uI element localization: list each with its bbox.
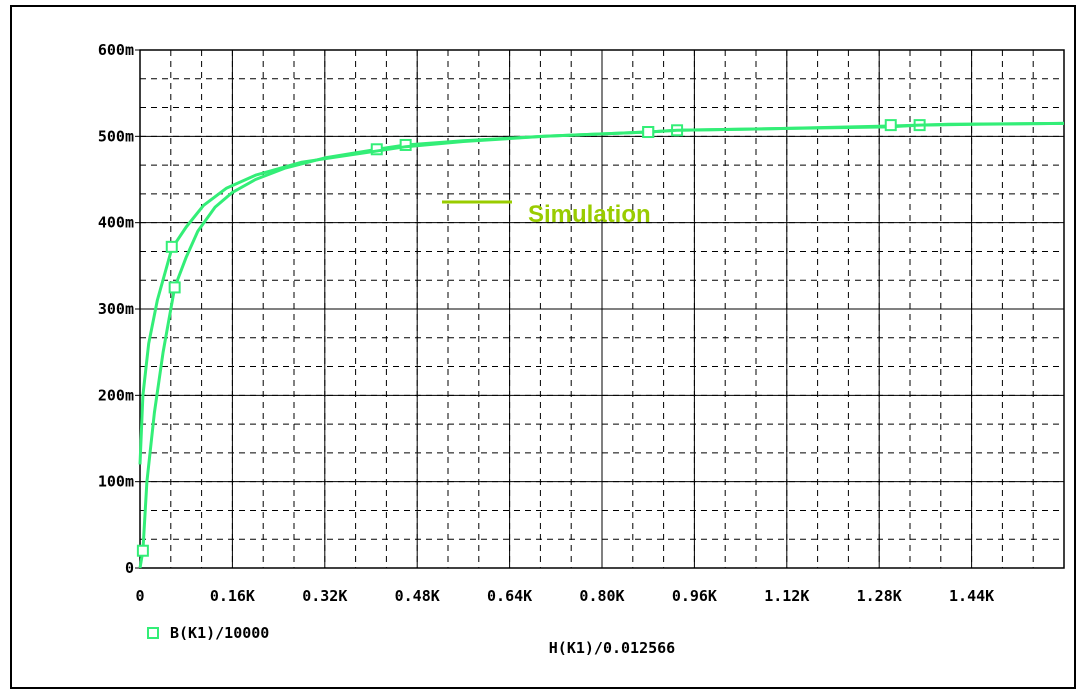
y-tick-label: 200m bbox=[98, 386, 134, 404]
y-tick-label: 600m bbox=[98, 41, 134, 59]
series-line bbox=[138, 121, 1065, 465]
y-tick-label: 100m bbox=[98, 473, 134, 491]
x-tick-label: 1.28K bbox=[857, 587, 902, 605]
x-tick-label: 0 bbox=[135, 587, 144, 605]
annotation-label: Simulation bbox=[528, 201, 651, 228]
x-tick-label: 1.12K bbox=[764, 587, 809, 605]
series-marker bbox=[136, 544, 149, 557]
legend-marker bbox=[147, 627, 159, 639]
chart-svg: 0 100m 200m 300m 400m 500m 600m 0 0.16K 0.32K 0.48… bbox=[98, 41, 1065, 657]
series-marker bbox=[642, 126, 655, 139]
y-tick-label: 500m bbox=[98, 127, 134, 145]
y-tick-label: 400m bbox=[98, 214, 134, 232]
x-axis-label: H(K1)/0.012566 bbox=[549, 639, 675, 657]
y-tick-label: 300m bbox=[98, 300, 134, 318]
x-tick-label: 0.16K bbox=[210, 587, 255, 605]
x-tick-label: 0.32K bbox=[302, 587, 347, 605]
x-tick-label: 0.96K bbox=[672, 587, 717, 605]
series-marker bbox=[168, 281, 181, 294]
x-tick-label: 1.44K bbox=[949, 587, 994, 605]
series-marker bbox=[165, 240, 178, 253]
plot-window: 0 100m 200m 300m 400m 500m 600m 0 0.16K 0.32K 0.48… bbox=[10, 5, 1076, 689]
series-marker bbox=[884, 119, 897, 132]
x-tick-label: 0.48K bbox=[395, 587, 440, 605]
y-tick-label: 0 bbox=[125, 559, 134, 577]
legend-label: B(K1)/10000 bbox=[170, 624, 269, 642]
x-tick-label: 0.64K bbox=[487, 587, 532, 605]
x-tick-label: 0.80K bbox=[579, 587, 624, 605]
